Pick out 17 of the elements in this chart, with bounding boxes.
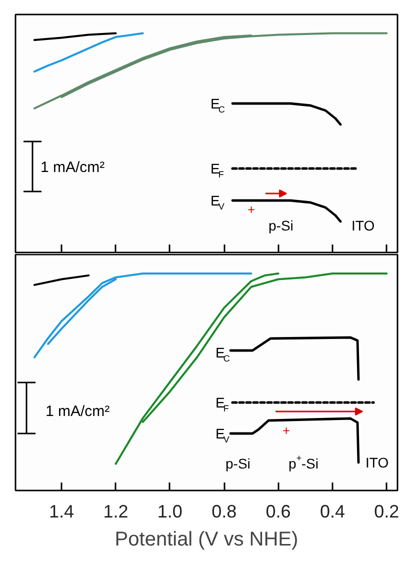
x-tick-label: 1.2 bbox=[103, 502, 128, 522]
x-tick-label: 0.4 bbox=[320, 502, 345, 522]
x-axis-title: Potential (V vs NHE) bbox=[114, 528, 298, 550]
x-tick-label: 0.8 bbox=[212, 502, 237, 522]
x-tick-label: 0.2 bbox=[374, 502, 400, 522]
annotation: p+-Si bbox=[288, 453, 319, 472]
x-tick-label: 1.0 bbox=[157, 502, 182, 522]
x-tick-label: 0.6 bbox=[266, 502, 291, 522]
x-tick-label: 1.4 bbox=[49, 502, 74, 522]
text: p-Si bbox=[268, 218, 294, 234]
text: ITO bbox=[352, 218, 375, 234]
annotation: 1 mA/cm² bbox=[46, 403, 110, 420]
annotation: p-Si bbox=[226, 456, 250, 472]
text: 1 mA/cm² bbox=[40, 159, 105, 176]
annotation: + bbox=[282, 423, 290, 438]
annotation: ITO bbox=[366, 454, 389, 470]
text: + bbox=[248, 202, 256, 217]
